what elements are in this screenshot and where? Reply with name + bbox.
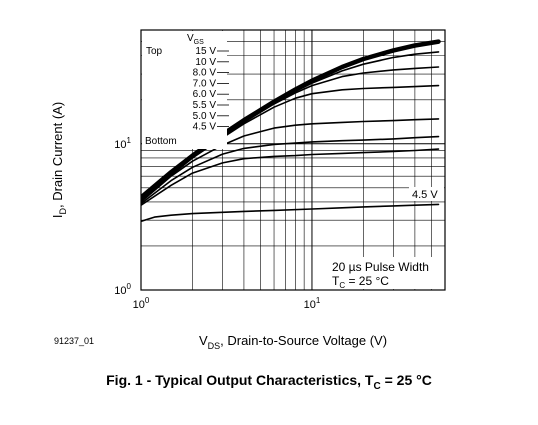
legend-header: VGS <box>187 33 204 46</box>
x-tick-base: 10 <box>304 299 316 311</box>
tc-text: TC = 25 °C <box>332 274 389 290</box>
legend-entry: 10 V <box>195 57 216 68</box>
conditions-note: 20 µs Pulse Width TC = 25 °C <box>326 257 444 290</box>
curve-label-4v5: 4.5 V <box>409 187 444 201</box>
curve-15Vv <box>141 39 441 200</box>
y-tick-base: 10 <box>114 139 126 151</box>
legend-entry: 6.0 V <box>193 89 217 100</box>
figure-id: 91237_01 <box>54 336 95 346</box>
y-tick-base: 10 <box>114 285 126 297</box>
grid-lines <box>141 30 445 290</box>
tc-text-rest: = 25 °C <box>345 274 389 288</box>
x-axis-label-main: V <box>199 333 208 348</box>
y-axis-label-sub: D <box>58 208 68 215</box>
legend-entry: 8.0 V <box>193 68 217 79</box>
y-tick-label: 101 <box>114 136 131 151</box>
pulse-width-text: 20 µs Pulse Width <box>332 260 429 274</box>
x-tick-exp: 1 <box>316 296 321 305</box>
y-tick-exp: 1 <box>127 136 132 145</box>
caption-suffix: = 25 °C <box>380 372 432 388</box>
legend-header-main: V <box>187 33 194 44</box>
legend-top-label: Top <box>146 46 163 57</box>
x-tick-base: 10 <box>133 299 145 311</box>
x-axis-label: VDS, Drain-to-Source Voltage (V) <box>199 333 387 351</box>
plot-frame <box>140 29 446 291</box>
y-axis-label-main: I <box>50 215 65 219</box>
curve-50Vv <box>141 148 440 206</box>
y-axis-label-rest: , Drain Current (A) <box>50 102 65 208</box>
curve-group <box>141 39 441 223</box>
curve-label-4v5-bg <box>409 187 444 201</box>
y-tick-exp: 0 <box>127 282 132 291</box>
curve-60Vv <box>141 118 440 203</box>
legend-entry: 15 V <box>195 46 216 57</box>
legend-entries: 15 V10 V8.0 V7.0 V6.0 V5.5 V5.0 V4.5 V <box>193 46 229 133</box>
curve-55Vv <box>141 135 440 205</box>
curve-label-4v5-text: 4.5 V <box>412 189 438 201</box>
x-tick-label: 101 <box>304 296 321 311</box>
x-tick-exp: 0 <box>145 296 150 305</box>
tc-text-main: T <box>332 274 340 288</box>
legend-header-sub: GS <box>194 39 204 46</box>
y-axis-label: ID, Drain Current (A) <box>50 102 68 218</box>
legend-entry: 7.0 V <box>193 78 217 89</box>
legend-entry: 5.5 V <box>193 100 217 111</box>
caption-sub: C <box>373 380 381 392</box>
tc-text-sub: C <box>339 281 345 290</box>
figure-caption: Fig. 1 - Typical Output Characteristics,… <box>0 372 538 392</box>
legend-entry: 4.5 V <box>193 122 217 133</box>
x-axis-label-sub: DS <box>208 341 221 351</box>
legend-background <box>142 31 227 149</box>
legend-bottom-label: Bottom <box>145 136 177 147</box>
x-tick-labels: 100 101 <box>133 296 321 311</box>
legend-entry: 5.0 V <box>193 111 217 122</box>
curve-45Vv <box>141 203 440 223</box>
caption-prefix: Fig. 1 - Typical Output Characteristics,… <box>106 372 374 388</box>
x-axis-label-rest: , Drain-to-Source Voltage (V) <box>220 333 387 348</box>
conditions-note-box <box>326 257 444 289</box>
y-tick-label: 100 <box>114 282 131 297</box>
x-tick-label: 100 <box>133 296 150 311</box>
legend: VGS Top Bottom 15 V10 V8.0 V7.0 V6.0 V5.… <box>142 31 229 149</box>
